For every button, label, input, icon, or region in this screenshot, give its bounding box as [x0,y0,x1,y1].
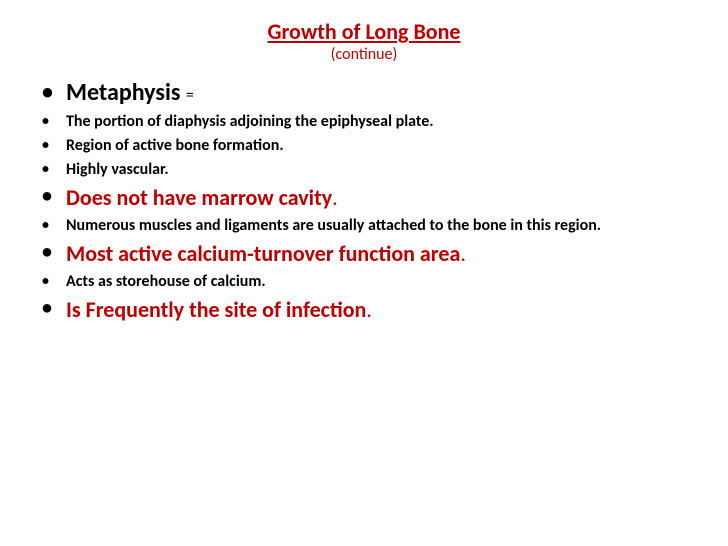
bullet-text: Numerous muscles and ligaments are usual… [66,216,601,235]
bullet-text: Most active calcium-turnover function ar… [66,240,460,267]
bullet-suffix: . [366,296,372,323]
bullet-item: Numerous muscles and ligaments are usual… [38,216,698,236]
slide-subtitle: (continue) [30,45,698,64]
bullet-item: Is Frequently the site of infection. [38,296,698,324]
bullet-suffix: . [332,184,338,211]
slide-title: Growth of Long Bone [30,18,698,45]
bullet-text: The portion of diaphysis adjoining the e… [66,112,434,131]
bullet-suffix: . [460,240,466,267]
bullet-item: The portion of diaphysis adjoining the e… [38,112,698,132]
bullet-text: Metaphysis [66,78,186,107]
bullet-text: Does not have marrow cavity [66,184,332,211]
bullet-item: Acts as storehouse of calcium. [38,272,698,292]
bullet-item: Does not have marrow cavity. [38,184,698,212]
bullet-text: Is Frequently the site of infection [66,296,366,323]
bullet-text: Region of active bone formation. [66,136,284,155]
bullet-list: Metaphysis = The portion of diaphysis adj… [30,78,698,324]
bullet-item: Region of active bone formation. [38,136,698,156]
title-block: Growth of Long Bone (continue) [30,18,698,64]
bullet-text: Acts as storehouse of calcium. [66,272,266,291]
bullet-text: Highly vascular. [66,160,169,179]
bullet-item: Most active calcium-turnover function ar… [38,240,698,268]
bullet-suffix: = [186,86,194,105]
bullet-item: Highly vascular. [38,160,698,180]
bullet-item: Metaphysis = [38,78,698,108]
